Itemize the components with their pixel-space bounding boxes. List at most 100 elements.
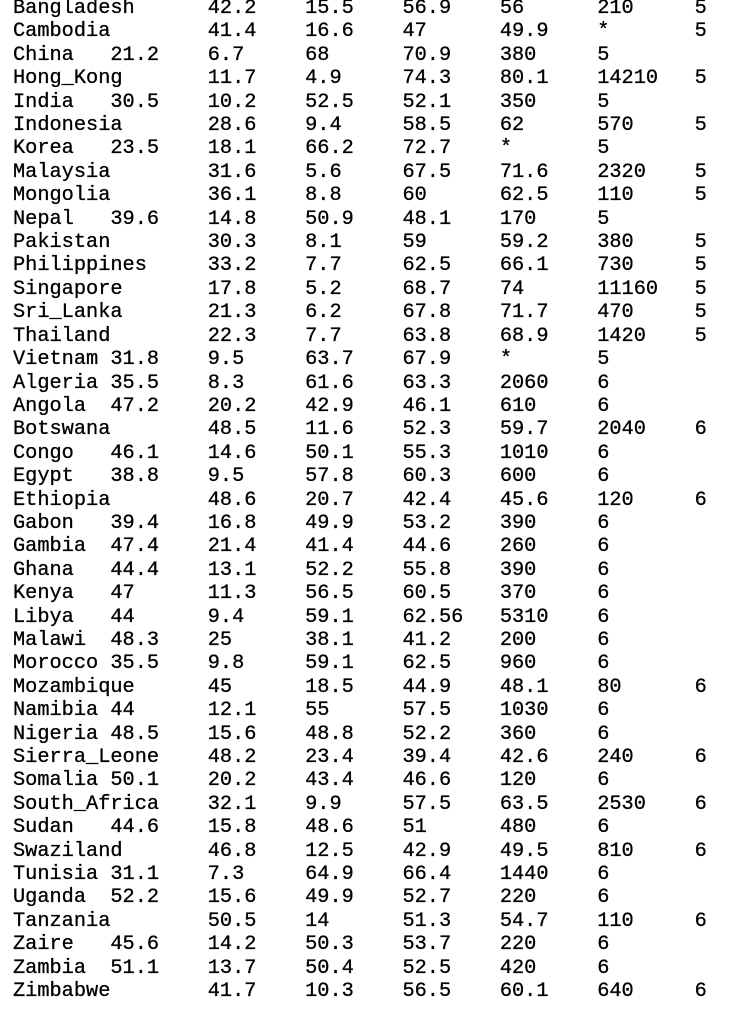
value: 57.8 (305, 465, 354, 489)
value: 51 (402, 816, 427, 840)
row: Ghana 44.4 13.1 52.2 55.8 390 6 (13, 558, 610, 582)
value: 17.8 (207, 277, 257, 301)
value: 9.5 (207, 348, 245, 372)
value: 5 (597, 207, 610, 231)
country: Sri_Lanka (13, 301, 123, 325)
value: 74 (499, 277, 525, 301)
row: Congo 46.1 14.6 50.1 55.3 1010 6 (13, 441, 610, 465)
row: Zambia 51.1 13.7 50.4 52.5 420 6 (13, 956, 610, 980)
value: 210 (597, 0, 634, 20)
value: 13.1 (207, 558, 257, 582)
country: Tunisia (13, 863, 99, 887)
value: 44 (110, 699, 135, 723)
value: 380 (597, 231, 634, 255)
value: 33.2 (207, 254, 257, 278)
value: 6 (694, 418, 707, 442)
value: 6 (597, 582, 610, 606)
value: 12.1 (207, 699, 257, 723)
value: 2040 (597, 418, 646, 442)
value: 11.6 (305, 418, 354, 442)
value: 51.3 (402, 909, 452, 933)
country: Thailand (13, 324, 111, 348)
row: Hong_Kong 11.7 4.9 74.3 80.1 14210 5 (13, 67, 707, 90)
value: 5 (694, 324, 707, 348)
value: 55.3 (402, 441, 452, 465)
value: 5 (694, 184, 707, 208)
value: 9.9 (305, 792, 342, 816)
value: 5 (694, 301, 707, 325)
country: Philippines (13, 254, 147, 278)
value: 28.6 (207, 114, 257, 138)
row: Thailand 22.3 7.7 63.8 68.9 1420 5 (13, 325, 707, 348)
row: Mozambique 45 18.5 44.9 48.1 80 6 (13, 676, 707, 699)
value: 56.5 (305, 582, 354, 606)
row: Egypt 38.8 9.5 57.8 60.3 600 6 (13, 465, 610, 489)
value: 23.4 (305, 746, 354, 769)
value: 5 (694, 160, 707, 184)
value: 80 (597, 675, 622, 699)
value: 31.1 (110, 863, 160, 887)
value: 55 (305, 699, 330, 723)
value: 18.5 (305, 675, 354, 699)
value: 570 (597, 114, 634, 138)
row: Swaziland 46.8 12.5 42.9 49.5 810 6 (13, 839, 707, 863)
value: 71.6 (499, 160, 549, 184)
value: 6 (694, 909, 707, 933)
value: 420 (499, 956, 537, 980)
value: 470 (597, 301, 634, 325)
value: 47.2 (110, 394, 160, 418)
country: Uganda (13, 886, 87, 910)
value: 8.3 (207, 371, 245, 395)
value: 110 (597, 184, 634, 208)
value: 44.4 (110, 558, 160, 582)
value: 6 (597, 465, 610, 489)
value: 31.6 (207, 160, 257, 184)
country: Nepal (13, 207, 74, 231)
value: 5 (694, 67, 707, 91)
country: Algeria (13, 371, 99, 395)
value: 50.3 (305, 933, 354, 957)
country: Bangladesh (13, 0, 135, 20)
value: 360 (499, 722, 537, 746)
country: India (13, 90, 74, 114)
value: 8.8 (305, 184, 342, 208)
row: Korea 23.5 18.1 66.2 72.7 * 5 (13, 137, 610, 161)
value: 640 (597, 980, 634, 1004)
value: 380 (499, 43, 537, 67)
value: 8.1 (305, 231, 342, 255)
row: Ethiopia 48.6 20.7 42.4 45.6 120 6 (13, 488, 707, 511)
value: 14210 (597, 67, 659, 91)
value: 6 (597, 605, 610, 629)
value: 390 (499, 511, 537, 535)
value: 220 (499, 933, 537, 957)
country: Morocco (13, 652, 99, 676)
value: 6 (597, 441, 610, 465)
value: 370 (499, 582, 537, 606)
country: China (13, 43, 74, 67)
value: 62.5 (402, 652, 452, 676)
value: 6 (597, 652, 610, 676)
row: Zaire 45.6 14.2 50.3 53.7 220 6 (13, 933, 610, 957)
value: 11160 (597, 277, 659, 301)
value: 2320 (597, 160, 646, 184)
country: Cambodia (13, 20, 111, 44)
value: * (499, 348, 513, 372)
value: 49.9 (305, 886, 354, 910)
value: 6 (694, 746, 707, 769)
value: 480 (499, 816, 537, 840)
value: 5 (694, 20, 707, 44)
value: 5 (694, 254, 707, 278)
value: 6 (694, 675, 707, 699)
value: 390 (499, 558, 537, 582)
value: 200 (499, 628, 537, 652)
value: 60 (402, 184, 427, 208)
value: 52.2 (402, 722, 452, 746)
value: 12.5 (305, 839, 354, 863)
country: Indonesia (13, 114, 123, 138)
value: 52.1 (402, 90, 452, 114)
value: 60.3 (402, 465, 452, 489)
value: * (499, 137, 513, 161)
country: Nigeria (13, 722, 99, 746)
